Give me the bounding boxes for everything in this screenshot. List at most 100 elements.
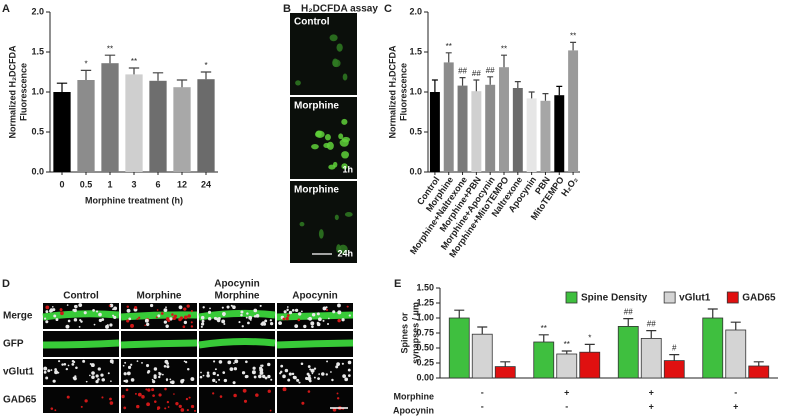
puncta — [311, 325, 314, 329]
micrograph — [290, 13, 357, 95]
puncta — [44, 317, 47, 320]
puncta — [259, 366, 263, 370]
puncta — [80, 320, 83, 323]
puncta — [245, 360, 248, 364]
puncta — [49, 308, 54, 313]
puncta — [123, 406, 127, 410]
puncta — [310, 321, 315, 326]
y-axis-label: Spines or — [399, 312, 409, 354]
puncta — [190, 321, 193, 324]
puncta — [91, 375, 95, 380]
puncta — [337, 303, 341, 308]
puncta — [230, 304, 233, 307]
puncta — [165, 317, 170, 321]
puncta — [307, 390, 311, 393]
y-tick-label: 0.5 — [409, 126, 422, 136]
puncta — [241, 325, 244, 328]
puncta — [286, 314, 290, 317]
error-bar — [459, 77, 466, 86]
puncta — [330, 371, 332, 373]
puncta — [152, 380, 156, 384]
puncta — [80, 405, 83, 408]
puncta — [285, 316, 289, 321]
puncta — [310, 368, 315, 373]
bar — [53, 92, 71, 172]
puncta — [226, 305, 230, 309]
dendrite — [42, 339, 120, 349]
significance-label: * — [588, 334, 591, 343]
puncta — [245, 316, 248, 319]
legend-swatch — [663, 291, 676, 304]
image-time: 24h — [337, 248, 353, 258]
error-bar — [646, 330, 657, 339]
puncta — [190, 310, 193, 313]
puncta — [332, 310, 336, 314]
puncta — [313, 367, 317, 370]
puncta — [45, 376, 49, 380]
puncta — [221, 306, 224, 309]
error-bar — [623, 318, 634, 327]
puncta — [318, 373, 320, 375]
puncta — [127, 365, 132, 369]
puncta — [126, 305, 130, 308]
y-tick-label: 2.0 — [409, 6, 422, 16]
puncta — [122, 364, 125, 367]
puncta — [125, 388, 129, 392]
column-label: Apocynin — [292, 291, 338, 302]
puncta — [244, 375, 248, 379]
panel-letter: E — [394, 278, 401, 290]
error-bar — [152, 72, 164, 81]
cell — [344, 212, 353, 217]
puncta — [72, 376, 76, 380]
puncta — [43, 370, 47, 374]
puncta — [332, 407, 337, 412]
cell — [299, 221, 305, 227]
puncta — [53, 314, 57, 318]
puncta — [207, 317, 212, 321]
puncta — [300, 310, 303, 313]
puncta — [136, 404, 140, 409]
error-bar — [570, 41, 577, 51]
column-label: Apocynin — [214, 279, 260, 290]
row-label: vGlut1 — [3, 367, 35, 378]
bar — [533, 341, 555, 379]
puncta — [109, 401, 114, 405]
puncta — [199, 375, 203, 379]
puncta — [171, 313, 174, 316]
y-axis-label: Normalized H₂DCFDA — [387, 45, 397, 139]
puncta — [50, 407, 54, 410]
puncta — [166, 400, 170, 404]
puncta — [138, 316, 141, 319]
panel-letter: B — [283, 3, 291, 15]
puncta — [101, 378, 105, 382]
y-axis-label: Fluorescence — [398, 63, 408, 121]
bar — [540, 100, 551, 172]
puncta — [151, 378, 154, 381]
bar — [663, 360, 685, 379]
y-axis-label: Normalized H₂DCFDA — [7, 45, 17, 139]
puncta — [95, 310, 99, 313]
puncta — [152, 394, 155, 398]
puncta — [151, 388, 155, 392]
puncta — [325, 308, 329, 311]
puncta — [342, 374, 347, 378]
puncta — [101, 318, 105, 322]
puncta — [267, 362, 271, 367]
puncta — [52, 379, 56, 383]
puncta — [166, 362, 169, 365]
puncta — [253, 308, 258, 313]
error-bar — [477, 326, 488, 335]
puncta — [54, 368, 57, 371]
puncta — [238, 321, 241, 324]
puncta — [93, 323, 96, 326]
puncta — [282, 374, 286, 379]
condition-value: - — [734, 387, 737, 397]
puncta — [128, 317, 132, 321]
puncta — [233, 367, 238, 371]
puncta — [72, 360, 76, 364]
bar — [494, 366, 516, 379]
condition-label: Morphine — [394, 391, 435, 401]
puncta — [54, 409, 57, 412]
image-label: Morphine — [294, 101, 339, 112]
